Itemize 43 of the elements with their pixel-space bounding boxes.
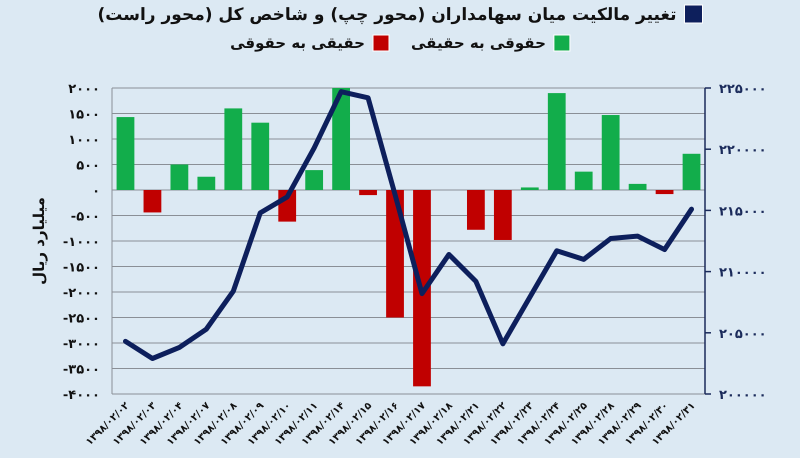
- y-tick-label: -۱۰۰۰: [62, 235, 100, 250]
- y-tick-label: ۱۵۰۰: [68, 108, 100, 122]
- bar: [305, 170, 324, 190]
- y-tick-label: ۰: [92, 184, 100, 199]
- legend-label: تغییر مالکیت میان سهامداران (محور چپ) و شاخص کل (محور راست): [98, 5, 676, 25]
- y-tick-label: -۲۵۰۰: [62, 312, 100, 326]
- bar: [602, 115, 620, 190]
- y2-tick-label: ۲۰۰۰۰۰: [719, 388, 767, 403]
- bar: [359, 190, 377, 196]
- bar: [144, 190, 162, 212]
- y-tick-label: ۱۰۰۰: [68, 133, 100, 148]
- y-tick-label: -۱۵۰۰: [62, 260, 100, 276]
- y-tick-label: -۲۰۰۰: [62, 286, 100, 301]
- y2-tick-label: ۲۱۰۰۰۰: [719, 266, 767, 281]
- bar: [574, 172, 593, 190]
- bar: [251, 122, 270, 190]
- bar: [466, 190, 485, 230]
- bar: [197, 176, 216, 190]
- y2-tick-label: ۲۲۰۰۰۰: [719, 143, 767, 158]
- bar: [548, 93, 566, 190]
- y-axis-title: میلیارد ریال: [30, 197, 48, 285]
- bar: [520, 187, 539, 190]
- y-tick-label: -۳۰۰۰: [62, 337, 100, 352]
- bar: [656, 190, 674, 194]
- legend-label: حقوقی به حقیقی: [411, 34, 546, 52]
- y2-tick-label: ۲۲۵۰۰۰: [719, 82, 767, 97]
- bar: [224, 108, 242, 190]
- legend-label: حقیقی به حقوقی: [230, 34, 365, 52]
- y-tick-label: -۴۰۰۰: [62, 388, 100, 403]
- bar: [494, 190, 512, 240]
- bar: [170, 164, 188, 190]
- y2-tick-label: ۲۰۵۰۰۰: [719, 326, 767, 342]
- bar: [682, 154, 700, 190]
- y2-tick-label: ۲۱۵۰۰۰: [719, 204, 767, 220]
- y-tick-label: -۳۵۰۰: [62, 362, 100, 378]
- y-tick-label: ۲۰۰۰: [68, 82, 100, 97]
- bar: [628, 184, 647, 190]
- bar: [413, 190, 431, 386]
- bar: [116, 117, 134, 190]
- y-tick-label: ۵۰۰: [76, 158, 100, 174]
- y-tick-label: -۵۰۰: [70, 210, 100, 224]
- bar: [332, 88, 350, 190]
- bar: [386, 190, 404, 318]
